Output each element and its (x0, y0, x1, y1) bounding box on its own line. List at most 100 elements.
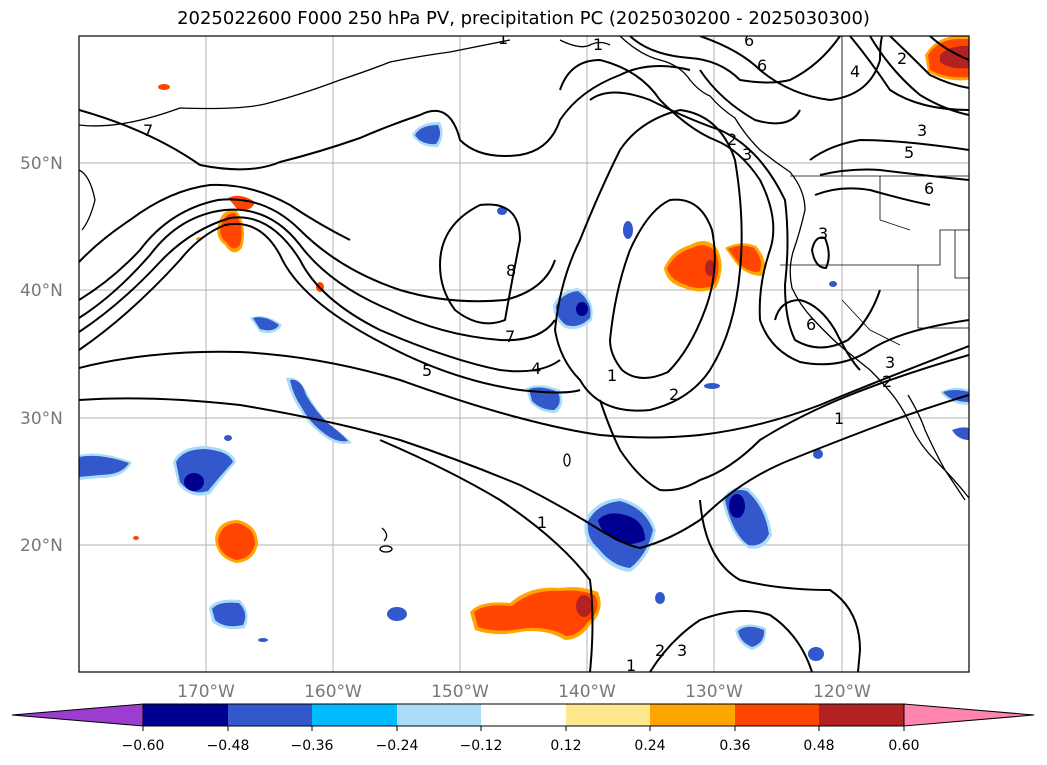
lon-label: 170°W (177, 682, 235, 702)
pv-contours (79, 36, 969, 672)
contour-label: 1 (498, 29, 508, 48)
colorbar-tick-label: 0.60 (888, 738, 919, 754)
map-title: 2025022600 F000 250 hPa PV, precipitatio… (177, 8, 870, 29)
colorbar-segment (481, 704, 566, 726)
precip-positive-region (667, 244, 719, 288)
precip-positive-region (218, 523, 255, 560)
colorbar-tick-label: −0.36 (291, 738, 334, 754)
precip-strong-negative-region (576, 302, 588, 316)
contour-label: 1 (626, 656, 636, 675)
longitude-labels: 170°W 160°W 150°W 140°W 130°W 120°W (177, 682, 871, 702)
contour-label: 3 (742, 145, 752, 164)
contour-label: 3 (818, 224, 828, 243)
contour-label: 6 (924, 179, 934, 198)
contour-label: 5 (904, 143, 914, 162)
plot-frame (78, 35, 970, 673)
colorbar: −0.60 −0.48 −0.36 −0.24 −0.12 0.12 0.24 … (11, 703, 1035, 754)
contour-label: 2 (655, 641, 665, 660)
lat-label: 40°N (20, 281, 63, 301)
plot-area (79, 36, 969, 672)
precip-negative-region (655, 592, 665, 604)
contour-label: 2 (669, 385, 679, 404)
precip-negative-region (808, 647, 824, 661)
contour-label: 1 (834, 409, 844, 428)
precip-negative-region (212, 602, 246, 627)
contour-label: 5 (422, 361, 432, 380)
colorbar-segment (397, 704, 481, 726)
precip-negative-region (79, 455, 129, 477)
colorbar-frame (142, 703, 905, 727)
pv-contour-labels: 7 8 7 5 4 1 2 1 1 1 2 3 6 6 4 3 5 6 2 3 … (143, 29, 934, 675)
colorbar-tick-label: 0.36 (719, 738, 750, 754)
colorbar-segment (819, 704, 904, 726)
colorbar-tick-label: −0.12 (460, 738, 503, 754)
contour-label: 7 (505, 327, 515, 346)
precip-negative-region (738, 626, 765, 647)
contour-label: 1 (537, 513, 547, 532)
lat-label: 50°N (20, 154, 63, 174)
colorbar-tick-label: −0.24 (376, 738, 419, 754)
colorbar-tick-label: 0.24 (634, 738, 665, 754)
precip-negative-region (497, 207, 507, 215)
colorbar-ticks (142, 726, 905, 731)
lon-label: 120°W (813, 682, 871, 702)
precip-negative-region (556, 291, 591, 327)
colorbar-tick-label: 0.12 (550, 738, 581, 754)
contour-label: 6 (757, 56, 767, 75)
contour-label: 2 (882, 372, 892, 391)
precip-negative-region (943, 390, 969, 402)
contour-label: 1 (593, 35, 603, 54)
precip-positive-region (158, 84, 170, 90)
colorbar-segment (228, 704, 312, 726)
precip-negative-region (813, 449, 823, 459)
contour-label: 2 (727, 130, 737, 149)
contour-label: 3 (917, 121, 927, 140)
precip-negative-region (387, 607, 407, 621)
colorbar-segment (735, 704, 819, 726)
colorbar-segment (143, 704, 228, 726)
precip-strong-region (940, 45, 969, 69)
precip-negative-region (258, 638, 268, 642)
lon-label: 140°W (558, 682, 616, 702)
contour-label: 6 (744, 31, 754, 50)
contour-label: 1 (607, 366, 617, 385)
contour-label: 7 (143, 121, 153, 140)
precip-negative-region (415, 125, 441, 145)
precip-negative-region (952, 427, 969, 440)
colorbar-tick-label: 0.48 (803, 738, 834, 754)
precip-anomaly-fills (79, 36, 969, 661)
contour-label: 8 (506, 261, 516, 280)
coastlines (79, 36, 969, 553)
contour-label: 3 (885, 353, 895, 372)
precip-strong-region (705, 260, 715, 276)
contour-label: 4 (531, 359, 541, 378)
lon-label: 160°W (304, 682, 362, 702)
precip-negative-region (623, 221, 633, 239)
precip-negative-region (829, 281, 837, 287)
precip-strong-region (576, 595, 592, 617)
precip-negative-region (253, 317, 279, 331)
contour-label: 2 (897, 49, 907, 68)
lon-label: 130°W (685, 682, 743, 702)
lat-label: 20°N (20, 536, 63, 556)
precip-positive-region (220, 212, 242, 249)
colorbar-segment (312, 704, 397, 726)
precip-positive-region (133, 536, 139, 540)
contour-label: 4 (850, 62, 860, 81)
precip-strong-negative-region (729, 494, 745, 518)
precip-positive-region (728, 245, 762, 272)
precip-strong-negative-region (184, 473, 204, 491)
colorbar-tick-label: −0.48 (207, 738, 250, 754)
precip-negative-region (704, 383, 720, 389)
lon-label: 150°W (431, 682, 489, 702)
colorbar-extend-high (903, 703, 1035, 727)
contour-label: 6 (806, 315, 816, 334)
lat-label: 30°N (20, 409, 63, 429)
precip-negative-region (290, 379, 348, 442)
precip-negative-region (224, 435, 232, 441)
latitude-labels: 50°N 40°N 30°N 20°N (20, 154, 63, 556)
colorbar-segment (650, 704, 735, 726)
precip-positive-region (474, 590, 598, 636)
colorbar-tick-label: −0.60 (122, 738, 165, 754)
